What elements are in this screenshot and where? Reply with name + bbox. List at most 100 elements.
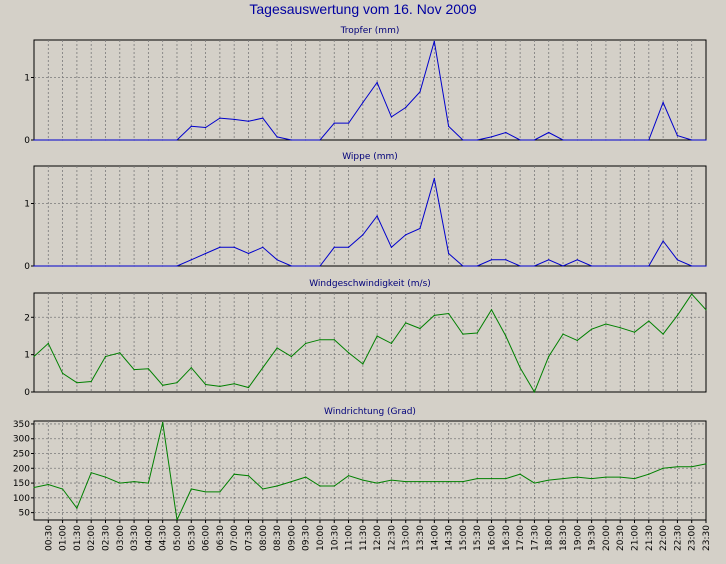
- data-point: [605, 476, 607, 478]
- x-tick-label: 16:00: [488, 525, 498, 551]
- x-tick-label: 07:00: [230, 525, 240, 551]
- data-point: [233, 383, 235, 385]
- data-point: [619, 476, 621, 478]
- data-point: [533, 139, 536, 141]
- series-line: [34, 41, 706, 141]
- data-point: [104, 476, 107, 478]
- data-point: [619, 139, 621, 141]
- data-point: [104, 139, 107, 141]
- data-point: [405, 106, 407, 109]
- y-tick-label: 1: [24, 351, 30, 361]
- data-point: [333, 122, 335, 124]
- data-point: [319, 265, 321, 267]
- panel-title: Windrichtung (Grad): [324, 407, 416, 417]
- data-point: [562, 265, 564, 267]
- x-tick-label: 03:00: [116, 525, 126, 551]
- plot-frame: [33, 420, 707, 521]
- data-point: [548, 355, 550, 358]
- x-tick-label: 14:00: [430, 525, 440, 551]
- data-point: [319, 339, 321, 341]
- chart-panel-4: 50 100 150 200 250 300 350 Windrichtung (Grad): [13, 407, 707, 522]
- y-tick-label: 300: [13, 435, 30, 445]
- data-point: [519, 139, 521, 141]
- data-point: [433, 40, 435, 42]
- data-point: [519, 265, 521, 267]
- data-point: [662, 240, 664, 242]
- data-point: [591, 478, 593, 480]
- data-point: [190, 125, 192, 127]
- x-tick-label: 09:00: [287, 525, 297, 551]
- data-point: [133, 139, 135, 141]
- data-point: [219, 246, 221, 248]
- data-point: [662, 333, 664, 335]
- x-tick-label: 11:30: [359, 525, 369, 551]
- data-point: [61, 488, 64, 490]
- data-point: [362, 479, 364, 481]
- x-tick-label: 19:00: [573, 525, 583, 551]
- data-point: [691, 293, 693, 295]
- data-point: [505, 259, 507, 261]
- data-point: [33, 486, 35, 489]
- data-point: [490, 478, 493, 480]
- data-point: [676, 259, 679, 261]
- plot-frame: [33, 292, 707, 393]
- data-point: [162, 384, 164, 386]
- plot-frame: [33, 39, 707, 141]
- y-tick-label: 0: [24, 388, 30, 398]
- data-point: [476, 139, 478, 141]
- data-point: [276, 347, 278, 349]
- data-point: [276, 259, 278, 261]
- data-point: [533, 265, 536, 267]
- data-point: [505, 335, 507, 337]
- x-tick-label: 02:30: [101, 525, 111, 551]
- x-tick-label: 05:30: [187, 525, 197, 551]
- chart-panel-3: 0 1 2 Windgeschwindigkeit (m/s): [24, 279, 707, 398]
- data-point: [405, 480, 407, 483]
- data-point: [376, 81, 378, 84]
- data-point: [519, 473, 521, 475]
- data-point: [162, 421, 164, 424]
- data-point: [576, 476, 578, 478]
- x-tick-label: 12:00: [373, 525, 383, 551]
- data-point: [133, 368, 135, 371]
- data-point: [505, 131, 507, 134]
- data-point: [619, 327, 621, 329]
- data-point: [633, 478, 636, 480]
- data-point: [533, 391, 536, 393]
- y-tick-label: 2: [24, 313, 30, 323]
- data-point: [162, 265, 164, 267]
- data-point: [691, 139, 693, 141]
- data-point: [290, 265, 292, 267]
- data-point: [705, 309, 707, 311]
- data-point: [462, 265, 464, 267]
- data-point: [262, 367, 264, 369]
- data-point: [347, 352, 350, 354]
- data-point: [462, 139, 464, 141]
- data-point: [490, 309, 493, 311]
- y-tick-label: 150: [13, 479, 30, 489]
- data-point: [548, 131, 550, 134]
- data-point: [47, 139, 49, 141]
- data-point: [662, 467, 664, 469]
- x-tick-label: 18:30: [559, 525, 569, 551]
- data-point: [548, 259, 550, 261]
- series-line: [34, 178, 706, 267]
- data-point: [519, 367, 521, 369]
- data-point: [533, 482, 536, 484]
- data-point: [47, 265, 49, 267]
- data-point: [305, 265, 307, 267]
- data-point: [90, 472, 92, 474]
- data-point: [276, 136, 278, 138]
- panel-title: Wippe (mm): [342, 152, 398, 162]
- data-point: [448, 480, 450, 483]
- data-point: [390, 246, 393, 248]
- y-tick-label: 0: [24, 262, 30, 272]
- x-tick-label: 17:00: [516, 525, 526, 551]
- data-point: [676, 135, 679, 137]
- data-point: [705, 265, 707, 267]
- data-point: [591, 139, 593, 141]
- data-point: [204, 491, 207, 493]
- data-point: [219, 385, 221, 387]
- x-tick-label: 23:00: [688, 525, 698, 551]
- x-tick-label: 08:00: [259, 525, 269, 551]
